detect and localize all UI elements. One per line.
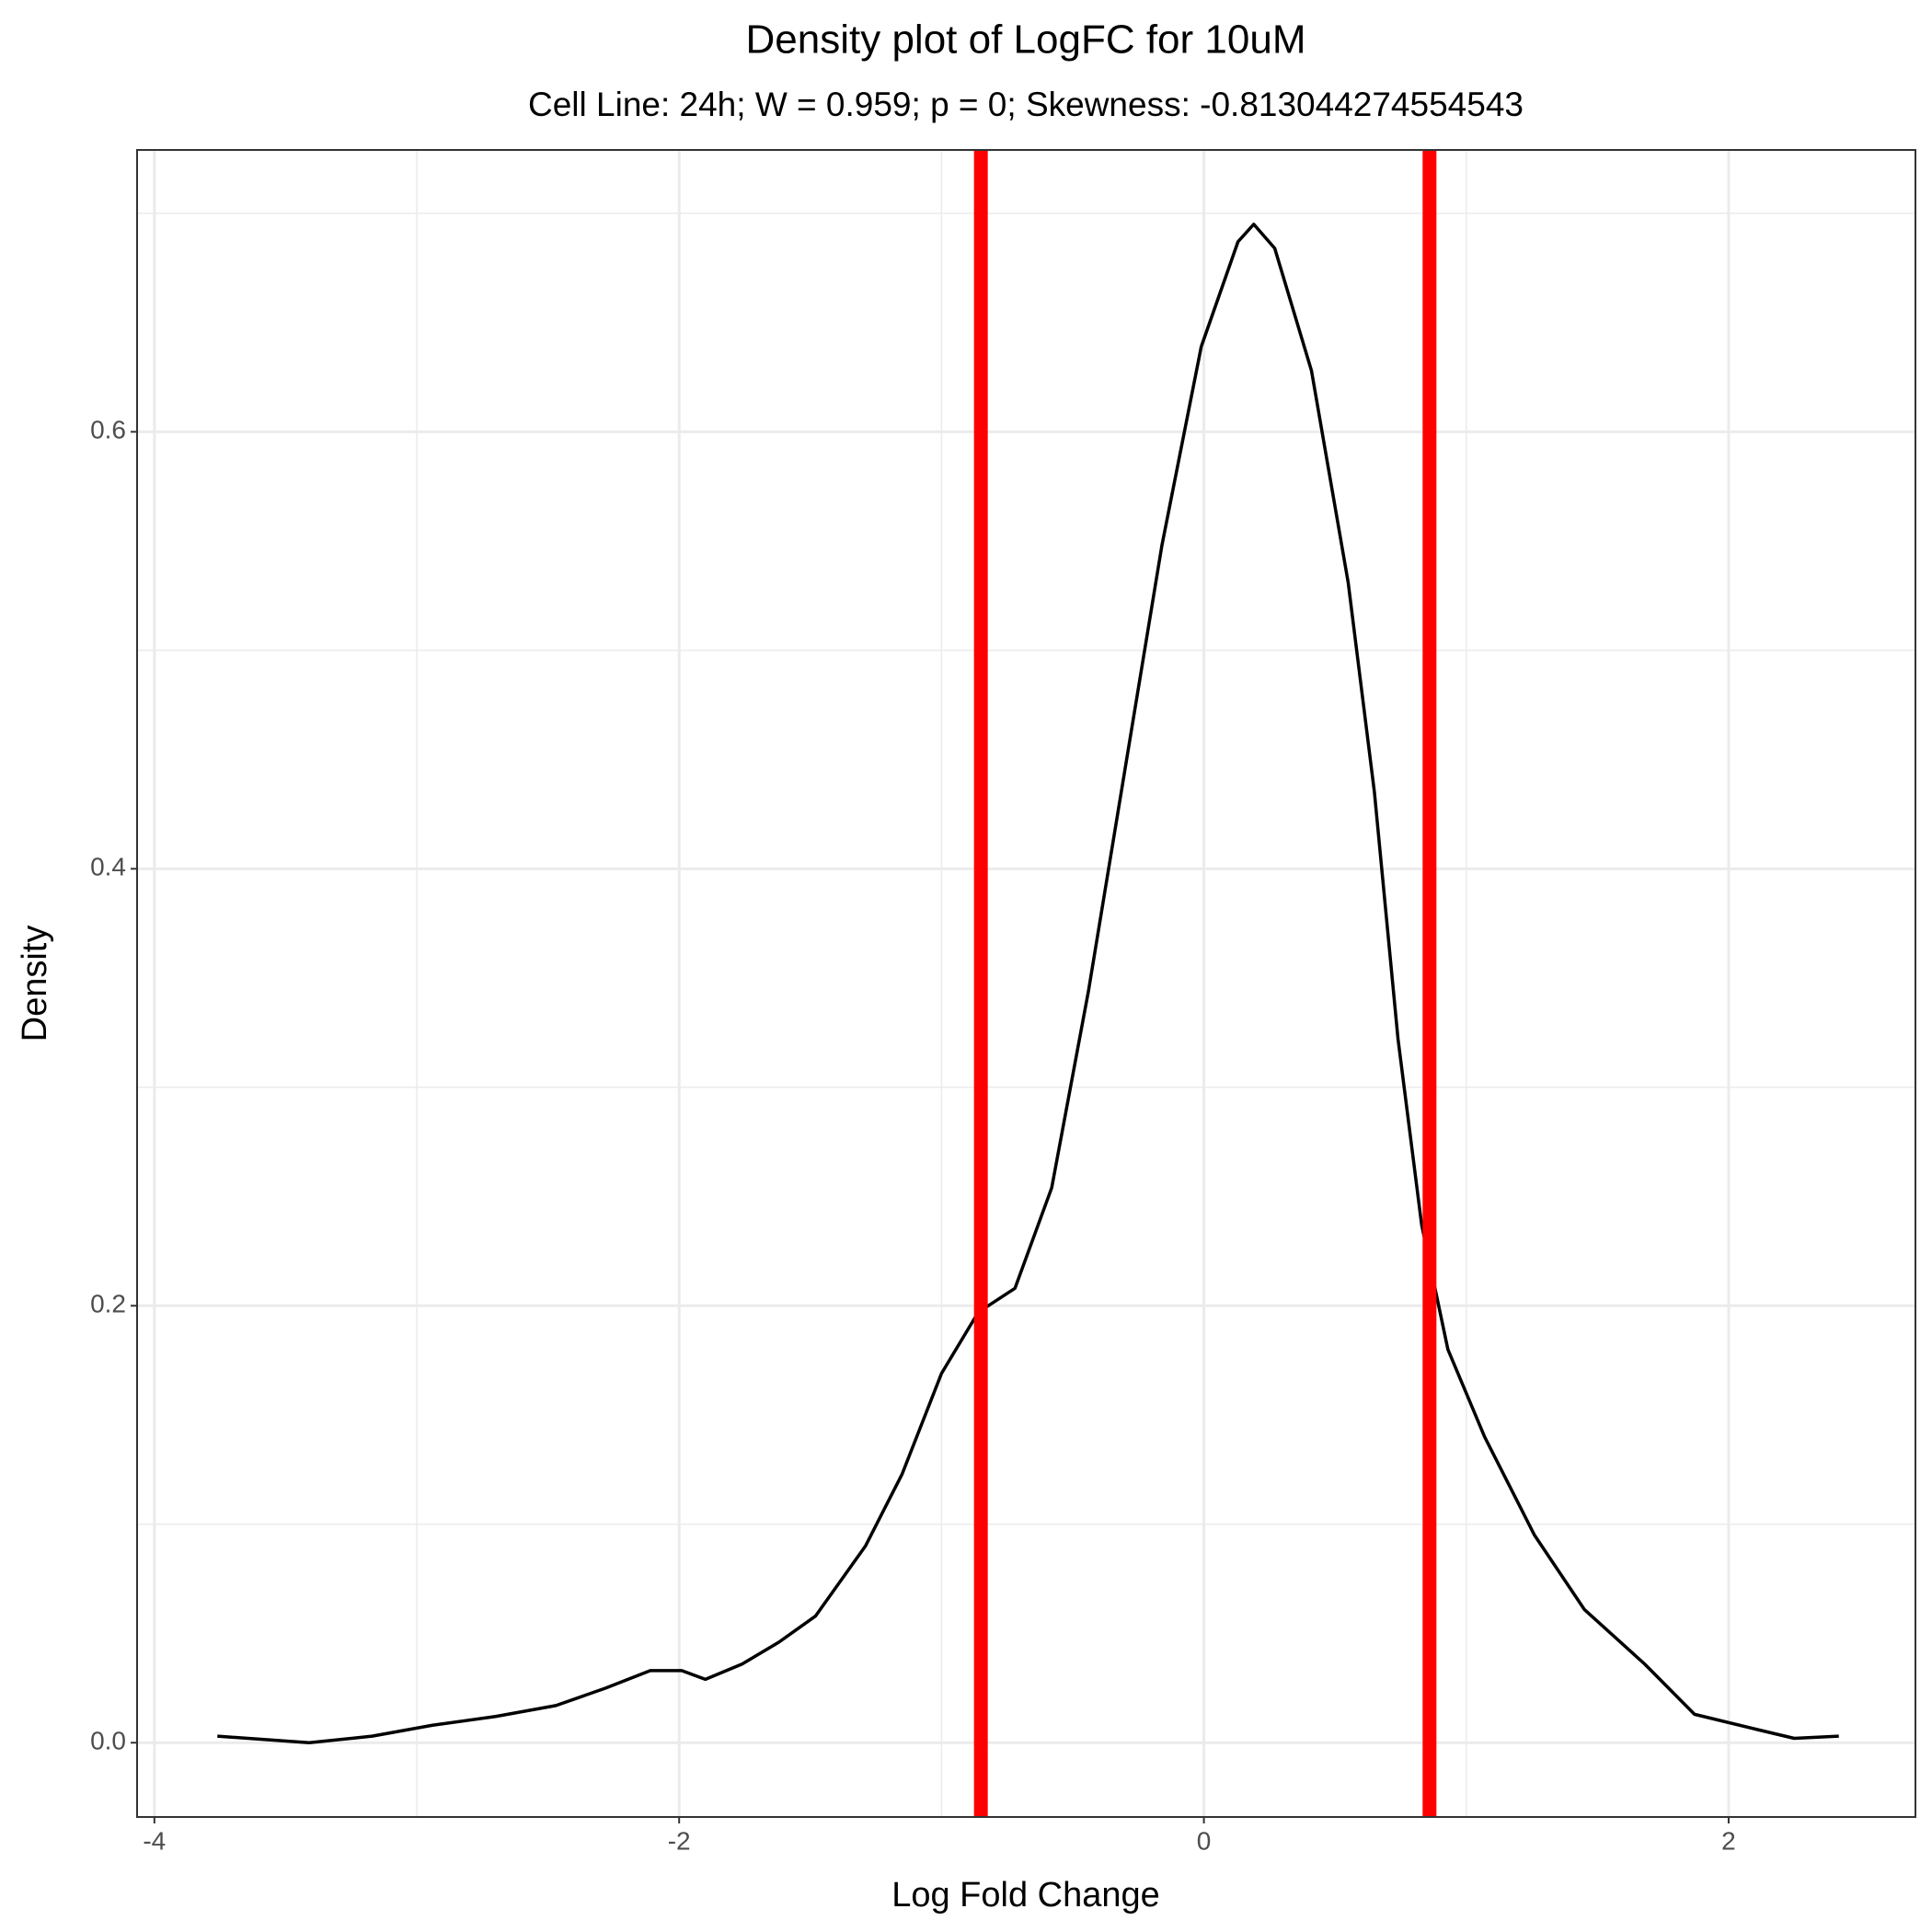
chart-subtitle: Cell Line: 24h; W = 0.959; p = 0; Skewne… — [528, 86, 1524, 123]
chart-title: Density plot of LogFC for 10uM — [746, 17, 1306, 63]
x-tick-label: -2 — [668, 1826, 691, 1855]
density-line — [217, 222, 1839, 1745]
y-tick-label: 0.4 — [90, 853, 126, 881]
plot-border — [136, 149, 1916, 1818]
y-axis-label: Density — [16, 926, 54, 1042]
x-tick-label: 0 — [1197, 1826, 1212, 1855]
y-tick-label: 0.0 — [90, 1727, 126, 1755]
x-tick-label: 2 — [1721, 1826, 1736, 1855]
y-tick-label: 0.6 — [90, 416, 126, 444]
x-tick-label: -4 — [143, 1826, 166, 1855]
x-axis-label: Log Fold Change — [891, 1876, 1160, 1915]
y-tick-label: 0.2 — [90, 1290, 126, 1318]
